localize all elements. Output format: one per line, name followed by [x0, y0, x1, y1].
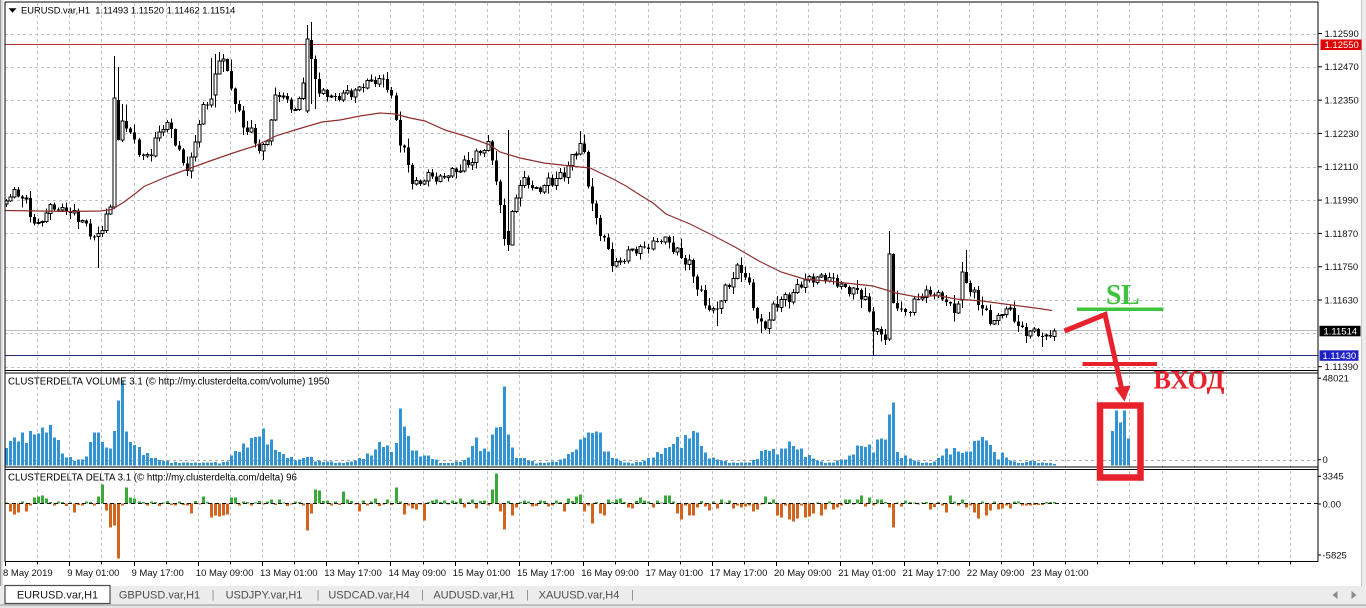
svg-text:0: 0 [1323, 455, 1328, 466]
svg-text:1.11750: 1.11750 [1325, 262, 1359, 273]
svg-text:1.11630: 1.11630 [1325, 295, 1359, 306]
svg-text:USDJPY.var,H1: USDJPY.var,H1 [226, 590, 303, 602]
svg-text:22 May 09:00: 22 May 09:00 [967, 568, 1025, 579]
svg-text:13 May 17:00: 13 May 17:00 [324, 568, 382, 579]
svg-text:-5825: -5825 [1323, 550, 1347, 561]
svg-text:1.11990: 1.11990 [1325, 196, 1359, 207]
svg-text:ВХОД: ВХОД [1154, 366, 1225, 395]
svg-text:1.12590: 1.12590 [1325, 29, 1359, 40]
svg-text:1.11430: 1.11430 [1323, 351, 1357, 362]
svg-text:0.00: 0.00 [1323, 499, 1342, 510]
svg-text:3345: 3345 [1323, 472, 1344, 483]
svg-text:CLUSTERDELTA DELTA 3.1 (© http: CLUSTERDELTA DELTA 3.1 (© http://my.clus… [8, 473, 297, 484]
svg-text:|: | [317, 589, 320, 601]
svg-text:10 May 09:00: 10 May 09:00 [196, 568, 254, 579]
svg-text:21 May 17:00: 21 May 17:00 [903, 568, 961, 579]
svg-text:20 May 09:00: 20 May 09:00 [774, 568, 832, 579]
svg-text:USDCAD.var,H4: USDCAD.var,H4 [328, 590, 409, 602]
svg-text:1.11514: 1.11514 [1324, 326, 1358, 337]
svg-text:|: | [526, 589, 529, 601]
svg-text:17 May 17:00: 17 May 17:00 [710, 568, 768, 579]
svg-text:EURUSD.var,H1 1.11493 1.11520: EURUSD.var,H1 1.11493 1.11520 1.11462 1.… [21, 6, 235, 16]
svg-text:1.12350: 1.12350 [1325, 96, 1359, 107]
svg-text:16 May 09:00: 16 May 09:00 [581, 568, 639, 579]
svg-text:GBPUSD.var,H1: GBPUSD.var,H1 [119, 590, 200, 602]
svg-text:AUDUSD.var,H1: AUDUSD.var,H1 [433, 590, 514, 602]
svg-text:23 May 01:00: 23 May 01:00 [1031, 568, 1089, 579]
svg-text:21 May 01:00: 21 May 01:00 [838, 568, 896, 579]
svg-text:|: | [421, 589, 424, 601]
svg-text:1.11870: 1.11870 [1325, 229, 1359, 240]
svg-text:15 May 17:00: 15 May 17:00 [517, 568, 575, 579]
svg-text:9 May 01:00: 9 May 01:00 [67, 568, 119, 579]
svg-text:9 May 17:00: 9 May 17:00 [132, 568, 184, 579]
svg-text:15 May 01:00: 15 May 01:00 [453, 568, 511, 579]
svg-text:13 May 01:00: 13 May 01:00 [260, 568, 318, 579]
svg-text:EURUSD.var,H1: EURUSD.var,H1 [17, 590, 98, 602]
svg-text:XAUUSD.var,H4: XAUUSD.var,H4 [539, 590, 620, 602]
svg-text:1.12110: 1.12110 [1325, 162, 1359, 173]
svg-text:1.12230: 1.12230 [1325, 129, 1359, 140]
svg-text:|: | [631, 589, 634, 601]
svg-text:|: | [212, 589, 215, 601]
svg-text:1.12470: 1.12470 [1325, 62, 1359, 73]
svg-text:14 May 09:00: 14 May 09:00 [389, 568, 447, 579]
svg-text:17 May 01:00: 17 May 01:00 [646, 568, 704, 579]
svg-text:SL: SL [1106, 280, 1139, 311]
svg-text:CLUSTERDELTA VOLUME 3.1 (© htt: CLUSTERDELTA VOLUME 3.1 (© http://my.clu… [8, 377, 330, 388]
svg-text:8 May 2019: 8 May 2019 [3, 568, 53, 579]
svg-text:1.12550: 1.12550 [1325, 40, 1359, 51]
svg-text:1.11390: 1.11390 [1325, 362, 1359, 373]
svg-text:48021: 48021 [1323, 374, 1349, 385]
